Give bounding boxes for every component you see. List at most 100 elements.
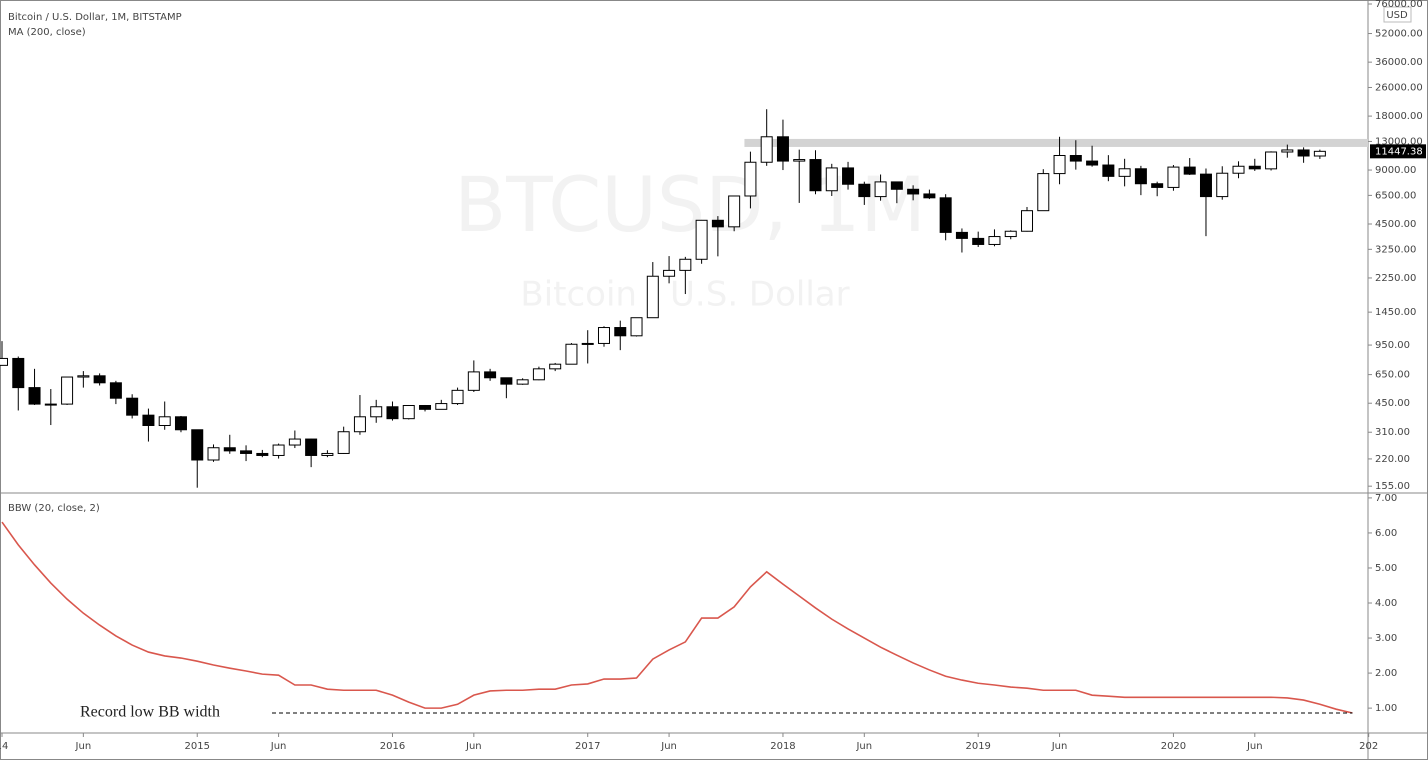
bbw-title: BBW (20, close, 2) [8, 503, 100, 514]
currency[interactable]: USD [1386, 10, 1408, 21]
y-tick-label: 1.00 [1375, 703, 1397, 714]
y-tick-label: 52000.00 [1375, 29, 1423, 40]
candle-body [890, 181, 903, 190]
candle-body [272, 444, 285, 456]
candle-body [305, 438, 318, 456]
x-tick-label: Jun [270, 741, 287, 752]
candle-body [386, 406, 399, 420]
candle-body [646, 275, 659, 319]
candle-body [44, 403, 57, 406]
candle-body [711, 219, 724, 228]
candle-body [842, 167, 855, 185]
y-tick-label: 13000.00 [1375, 136, 1423, 147]
y-tick-label: 4.00 [1375, 598, 1397, 609]
x-tick-label: 2019 [965, 741, 990, 752]
y-tick-label: 450.00 [1375, 398, 1410, 409]
last-price-label: 11447.38 [1375, 146, 1423, 157]
candle-body [776, 136, 789, 162]
candle-body [484, 371, 497, 379]
candle-body [955, 231, 968, 239]
candle-body [1297, 149, 1310, 157]
y-tick-label: 220.00 [1375, 454, 1410, 465]
candle-body [1118, 168, 1131, 177]
candle-body [451, 389, 464, 405]
candle-body [630, 317, 643, 337]
candle-body [1151, 183, 1164, 188]
indicator-label: MA (200, close) [8, 27, 86, 38]
x-tick-label: Jun [660, 741, 677, 752]
candle-body [1037, 173, 1050, 212]
last-price-box [1370, 144, 1426, 159]
candle-body [109, 382, 122, 399]
candle-body [939, 197, 952, 233]
candle-body [93, 375, 106, 384]
candle-body [663, 269, 676, 277]
y-tick-label: 26000.00 [1375, 82, 1423, 93]
y-tick-label: 1450.00 [1375, 307, 1416, 318]
x-tick-label: Jun [1051, 741, 1068, 752]
candle-body [825, 167, 838, 192]
y-tick-label: 3250.00 [1375, 244, 1416, 255]
candle-body [1248, 165, 1261, 170]
candle-body [1199, 173, 1212, 198]
candle-body [1232, 165, 1245, 174]
candle-body [565, 343, 578, 365]
y-tick-label: 155.00 [1375, 481, 1410, 492]
candle-body [1053, 155, 1066, 175]
y-tick-label: 6.00 [1375, 528, 1397, 539]
candle-body [1313, 150, 1326, 157]
bbw-line [1, 521, 1353, 714]
x-tick-label: 2017 [575, 741, 600, 752]
x-tick-label: 2016 [380, 741, 405, 752]
candle-body [174, 416, 187, 431]
candle-body [240, 450, 253, 454]
y-tick-label: 76000.00 [1375, 0, 1423, 10]
x-tick-label: Jun [1246, 741, 1263, 752]
candle-body [1004, 230, 1017, 238]
candle-body [467, 371, 480, 391]
candle-body [516, 379, 529, 385]
y-tick-label: 4500.00 [1375, 219, 1416, 230]
candle-body [1216, 172, 1229, 198]
x-tick-label: 202 [1359, 741, 1378, 752]
candle-body [1069, 155, 1082, 162]
resistance-band [744, 138, 1368, 147]
candle-body [614, 327, 627, 337]
candle-body [549, 363, 562, 370]
x-tick-label: Jun [855, 741, 872, 752]
candle-body [142, 414, 155, 427]
candle-body [597, 327, 610, 344]
candle-body [923, 193, 936, 199]
x-tick-label: 14 [0, 741, 8, 752]
x-tick-label: 2015 [185, 741, 210, 752]
candle-body [256, 452, 269, 456]
candle-body [793, 159, 806, 162]
y-tick-label: 3.00 [1375, 633, 1397, 644]
candle-body [191, 429, 204, 461]
candle-body [321, 452, 334, 456]
candle-body [0, 357, 8, 366]
y-tick-label: 2250.00 [1375, 273, 1416, 284]
y-tick-label: 950.00 [1375, 340, 1410, 351]
x-tick-label: 2018 [770, 741, 795, 752]
candle-body [1134, 168, 1147, 185]
candle-body [695, 219, 708, 260]
candle-body [874, 181, 887, 198]
candle-body [288, 438, 301, 446]
y-tick-label: 6500.00 [1375, 190, 1416, 201]
candle-body [532, 368, 545, 381]
y-tick-label: 9000.00 [1375, 165, 1416, 176]
candle-body [12, 357, 25, 389]
y-tick-label: 5.00 [1375, 563, 1397, 574]
candle-body [419, 405, 432, 410]
candle-body [1167, 166, 1180, 188]
candle-body [907, 188, 920, 195]
currency-box[interactable] [1383, 6, 1412, 23]
candle-body [353, 416, 366, 433]
candle-body [126, 397, 139, 416]
candle-body [972, 237, 985, 245]
candle-body [988, 236, 1001, 245]
candle-body [1102, 164, 1115, 177]
candle-body [61, 376, 74, 405]
